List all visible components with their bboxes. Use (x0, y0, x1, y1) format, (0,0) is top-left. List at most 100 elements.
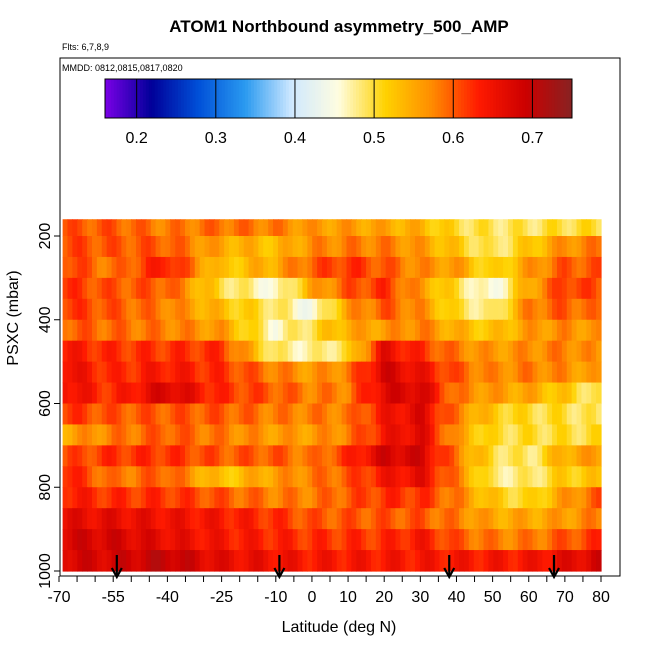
heatmap-cell (498, 424, 504, 446)
colorbar-segment (458, 79, 462, 118)
heatmap-cell (454, 529, 460, 551)
colorbar-segment (259, 79, 264, 118)
colorbar-segment (148, 79, 153, 118)
heatmap-cell (405, 508, 411, 530)
heatmap-cell (346, 319, 352, 342)
heatmap-cell (77, 529, 83, 551)
heatmap-cell (522, 382, 529, 405)
heatmap-cell (503, 508, 509, 530)
heatmap-cell (287, 529, 294, 551)
heatmap-cell (263, 319, 269, 342)
heatmap-cell (297, 466, 304, 488)
colorbar-segment (212, 79, 217, 118)
heatmap-cell (503, 361, 509, 384)
heatmap-cell (556, 424, 563, 446)
heatmap-cell (478, 319, 485, 342)
heatmap-cell (317, 424, 323, 446)
heatmap-cell (67, 361, 73, 384)
heatmap-cell (556, 382, 563, 405)
heatmap-cell (126, 256, 132, 279)
heatmap-cell (96, 466, 103, 488)
heatmap-cell (204, 298, 211, 321)
heatmap-cell (233, 298, 240, 321)
heatmap-cell (405, 256, 411, 279)
heatmap-cell (229, 236, 235, 258)
heatmap-cell (336, 361, 343, 384)
heatmap-cell (405, 361, 411, 384)
heatmap-cell (390, 277, 397, 300)
heatmap-cell (101, 340, 108, 363)
heatmap-cell (552, 361, 558, 384)
heatmap-cell (317, 361, 323, 384)
heatmap-cell (351, 340, 357, 363)
heatmap-cell (370, 219, 377, 237)
heatmap-cell (547, 403, 553, 426)
heatmap-cell (150, 319, 157, 342)
heatmap-cell (512, 256, 519, 279)
heatmap-cell (547, 361, 553, 384)
colorbar-segment (411, 79, 415, 118)
heatmap-cell (317, 529, 323, 551)
heatmap-cell (375, 466, 382, 488)
heatmap-cell (532, 445, 538, 467)
heatmap-cell (468, 319, 475, 342)
colorbar-segment (265, 79, 269, 118)
heatmap-cell (542, 424, 548, 446)
heatmap-cell (155, 466, 162, 488)
colorbar-segment (388, 79, 392, 118)
heatmap-cell (547, 236, 553, 258)
heatmap-cell (273, 403, 279, 426)
heatmap-cell (346, 445, 352, 467)
heatmap-cell (586, 361, 592, 384)
heatmap-cell (258, 529, 264, 551)
heatmap-cell (160, 256, 166, 279)
colorbar-segment (262, 79, 267, 118)
heatmap-cell (576, 298, 583, 321)
heatmap-cell (508, 466, 514, 488)
heatmap-cell (478, 298, 485, 321)
heatmap-cell (424, 277, 431, 300)
heatmap-cell (424, 361, 431, 384)
heatmap-cell (67, 550, 73, 572)
heatmap-cell (341, 361, 348, 384)
heatmap-cell (331, 382, 338, 405)
heatmap-cell (253, 361, 259, 384)
heatmap-cell (175, 403, 181, 426)
heatmap-cell (165, 424, 171, 446)
heatmap-cell (229, 256, 235, 279)
heatmap-cell (140, 277, 147, 300)
heatmap-cell (116, 382, 122, 405)
heatmap-cell (180, 424, 186, 446)
heatmap-cell (370, 550, 377, 572)
heatmap-cell (175, 219, 181, 237)
heatmap-cell (459, 236, 465, 258)
heatmap-cell (380, 219, 387, 237)
colorbar-segment (353, 79, 357, 118)
heatmap-cell (312, 256, 318, 279)
heatmap-cell (214, 403, 220, 426)
colorbar-segment (431, 79, 436, 118)
heatmap-cell (253, 466, 259, 488)
heatmap-cell (547, 466, 553, 488)
heatmap-cell (101, 219, 108, 237)
heatmap-cell (263, 382, 269, 405)
heatmap-cell (189, 298, 196, 321)
heatmap-cell (591, 382, 597, 405)
heatmap-cell (160, 550, 166, 572)
heatmap-cell (385, 277, 392, 300)
heatmap-cell (395, 340, 401, 363)
heatmap-cell (82, 550, 88, 572)
heatmap-cell (116, 445, 122, 467)
colorbar: 0.2 0.3 0.4 0.5 0.6 0.7 (104, 78, 573, 147)
heatmap-cell (297, 424, 304, 446)
heatmap-cell (101, 277, 108, 300)
heatmap-cell (571, 403, 578, 426)
heatmap-cell (400, 508, 406, 530)
heatmap-cell (131, 236, 137, 258)
chart-title: ATOM1 Northbound asymmetry_500_AMP (169, 17, 508, 36)
heatmap-cell (463, 424, 470, 446)
heatmap-cell (121, 256, 127, 279)
heatmap-cell (522, 466, 529, 488)
heatmap-cell (552, 445, 558, 467)
